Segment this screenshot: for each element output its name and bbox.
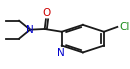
Text: N: N xyxy=(57,48,65,58)
Text: Cl: Cl xyxy=(119,22,129,32)
Text: O: O xyxy=(43,8,51,18)
Text: N: N xyxy=(26,25,34,35)
